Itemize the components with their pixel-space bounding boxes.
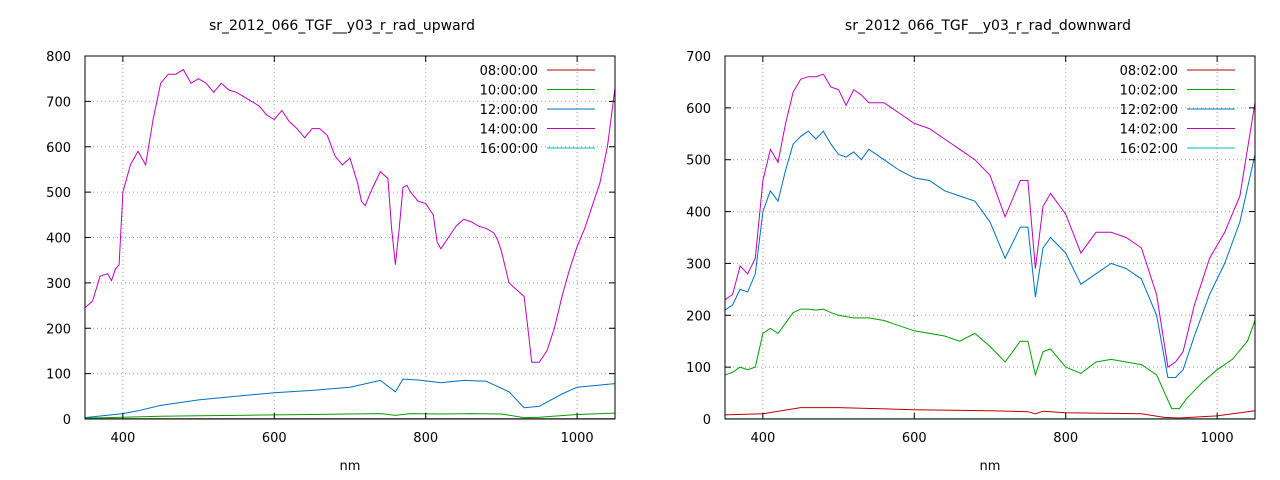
chart-1-panel: 400 600 800 1000 0 100 200 300 400 500 600 700 800 sr…: [46, 18, 616, 474]
chart-2-legend-label: 08:02:00: [1120, 64, 1178, 79]
chart-2-series-line-2: [725, 308, 1255, 410]
chart-2-y-tick-label: 100: [686, 361, 711, 376]
chart-2-series-line-4: [725, 73, 1255, 368]
chart-2-y-tick-label: 600: [686, 102, 711, 117]
chart-1-y-tick-label: 400: [46, 232, 71, 247]
chart-2-x-axis-label: nm: [980, 459, 1001, 474]
chart-1-legend-label: 08:00:00: [480, 64, 538, 79]
chart-1-x-tick-label: 800: [413, 431, 438, 446]
chart-1-x-tick-label: 400: [110, 431, 135, 446]
chart-1-legend-label: 12:00:00: [480, 103, 538, 118]
chart-2-y-tick-label: 200: [686, 309, 711, 324]
chart-1-y-tick-label: 700: [46, 95, 71, 110]
chart-1-legend-label: 10:00:00: [480, 84, 538, 99]
chart-1-series-line-4: [85, 68, 615, 363]
chart-2-y-tick-label: 500: [686, 154, 711, 169]
chart-1-y-tick-label: 100: [46, 368, 71, 383]
chart-1-x-tick-label: 600: [262, 431, 287, 446]
chart-1-title: sr_2012_066_TGF__y03_r_rad_upward: [209, 18, 475, 34]
chart-1-y-tick-label: 500: [46, 186, 71, 201]
chart-1-legend-label: 14:00:00: [480, 123, 538, 138]
chart-1-y-tick-label: 600: [46, 141, 71, 156]
chart-2-x-tick-label: 1000: [1201, 431, 1234, 446]
chart-2-legend-label: 10:02:00: [1120, 84, 1178, 99]
chart-2-y-tick-label: 400: [686, 206, 711, 221]
chart-2-plot-frame: [724, 55, 1256, 420]
chart-1-legend-label: 16:00:00: [480, 142, 538, 157]
chart-2-legend-label: 12:02:00: [1120, 103, 1178, 118]
chart-2-panel: 400 600 800 1000 0 100 200 300 400 500 600 700 sr_20…: [686, 18, 1256, 474]
chart-1-y-tick-label: 0: [63, 413, 71, 428]
chart-2-title: sr_2012_066_TGF__y03_r_rad_downward: [845, 18, 1131, 34]
chart-2-y-tick-label: 0: [703, 413, 711, 428]
chart-1-y-tick-label: 800: [46, 50, 71, 65]
chart-1-x-tick-label: 1000: [561, 431, 594, 446]
chart-2-x-tick-label: 400: [750, 431, 775, 446]
chart-2-x-tick-label: 800: [1053, 431, 1078, 446]
chart-1-series-line-2: [85, 412, 615, 419]
chart-1-series-line-3: [85, 378, 615, 419]
chart-2-legend-label: 14:02:00: [1120, 123, 1178, 138]
chart-2-y-tick-label: 700: [686, 50, 711, 65]
chart-1-y-tick-label: 300: [46, 277, 71, 292]
chart-2-series-line-3: [725, 130, 1255, 378]
chart-2-series-line-1: [725, 407, 1255, 419]
chart-2-y-tick-label: 300: [686, 257, 711, 272]
chart-1-x-axis-label: nm: [340, 459, 361, 474]
chart-1-y-tick-label: 200: [46, 322, 71, 337]
chart-2-legend-label: 16:02:00: [1120, 142, 1178, 157]
chart-2-x-tick-label: 600: [902, 431, 927, 446]
